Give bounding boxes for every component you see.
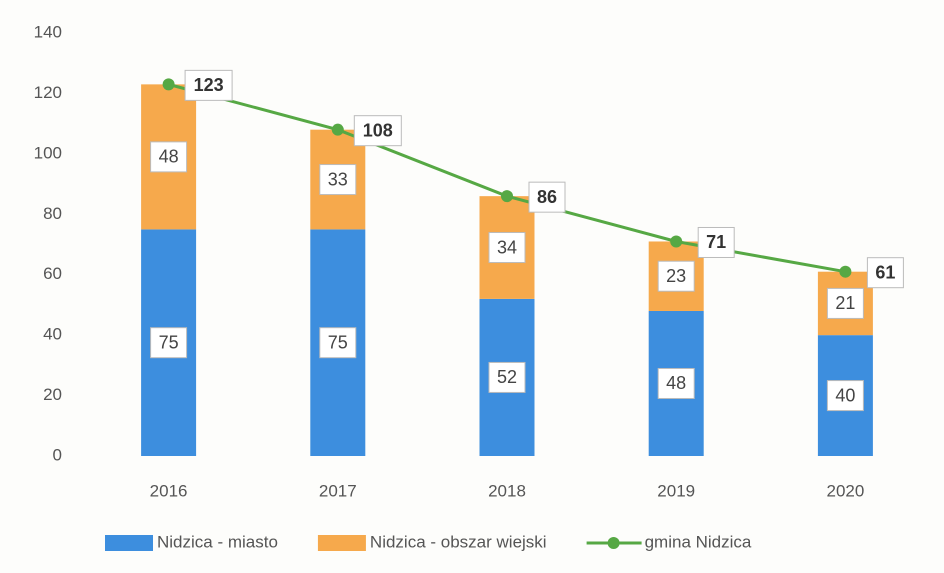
- data-label-box: [528, 181, 566, 213]
- data-label: 48: [159, 147, 179, 167]
- line-marker: [331, 123, 344, 136]
- data-label-box: [150, 327, 188, 359]
- line-marker: [839, 265, 852, 278]
- data-label-box: [488, 361, 526, 393]
- y-tick-label: 0: [53, 445, 62, 464]
- y-tick-label: 140: [34, 22, 62, 41]
- y-tick-label: 120: [34, 83, 62, 102]
- legend-label: gmina Nidzica: [645, 532, 752, 551]
- y-tick-label: 100: [34, 143, 62, 162]
- y-tick-label: 20: [43, 385, 62, 404]
- legend-swatch: [607, 537, 620, 549]
- data-label: 108: [363, 120, 393, 140]
- legend-label: Nidzica - miasto: [157, 532, 278, 551]
- data-label-box: [697, 226, 735, 258]
- legend-label: Nidzica - obszar wiejski: [370, 532, 547, 551]
- y-tick-label: 60: [43, 264, 62, 283]
- data-label: 86: [537, 187, 557, 207]
- x-tick-label: 2020: [826, 481, 864, 500]
- data-label-box: [150, 141, 188, 173]
- line-marker: [162, 78, 175, 91]
- data-label-box: [353, 115, 402, 147]
- data-label-box: [866, 257, 904, 289]
- data-label: 34: [497, 237, 517, 257]
- data-label: 75: [328, 332, 348, 352]
- line-marker: [670, 235, 683, 248]
- y-tick-label: 80: [43, 204, 62, 223]
- data-label-box: [826, 287, 864, 319]
- legend-swatch: [317, 535, 366, 551]
- x-tick-label: 2017: [319, 481, 357, 500]
- data-label-box: [657, 260, 695, 292]
- line-marker: [501, 190, 513, 203]
- data-label: 71: [706, 232, 726, 252]
- data-label: 123: [194, 75, 224, 95]
- data-label-box: [657, 367, 695, 399]
- x-tick-label: 2016: [150, 481, 188, 500]
- data-label-box: [826, 380, 864, 412]
- data-label-box: [319, 327, 357, 359]
- data-label: 33: [328, 169, 348, 189]
- data-label: 40: [835, 385, 855, 405]
- x-tick-label: 2018: [488, 481, 526, 500]
- x-tick-label: 2019: [657, 481, 695, 500]
- data-label-box: [319, 164, 357, 196]
- data-label: 61: [875, 262, 895, 282]
- data-label-box: [488, 232, 526, 264]
- data-label: 75: [159, 332, 179, 352]
- data-label: 21: [835, 293, 855, 313]
- data-label-box: [184, 69, 233, 101]
- data-label: 23: [666, 266, 686, 286]
- data-label: 48: [666, 373, 686, 393]
- data-label: 52: [497, 367, 517, 387]
- y-tick-label: 40: [43, 325, 62, 344]
- legend-swatch: [105, 535, 153, 551]
